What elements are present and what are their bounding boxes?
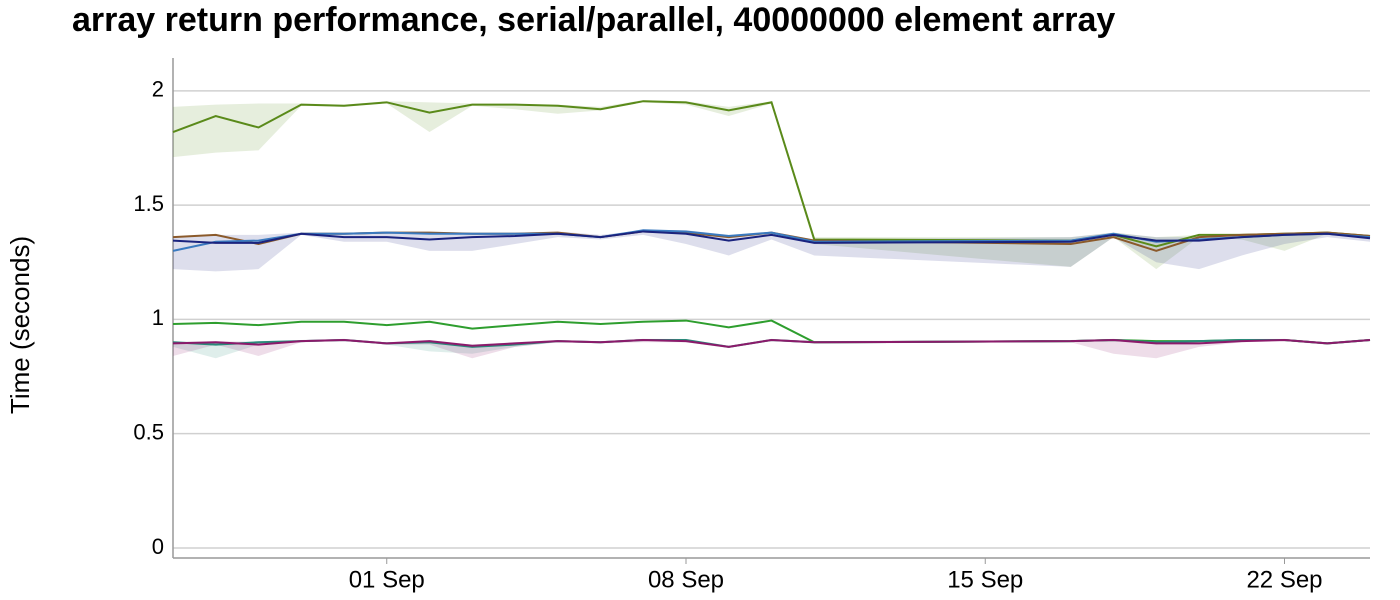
y-axis-label: Time (seconds) [5, 236, 35, 414]
range-band [173, 338, 1370, 359]
y-tick-label: 1.5 [133, 191, 164, 216]
chart-title: array return performance, serial/paralle… [72, 1, 1115, 39]
series-line [172, 230, 1371, 244]
x-tick-label: 01 Sep [349, 566, 425, 593]
y-tick-label: 2 [152, 77, 164, 102]
y-tick-label: 0 [152, 534, 164, 559]
x-tick-label: 22 Sep [1246, 566, 1322, 593]
y-tick-label: 0.5 [133, 419, 164, 444]
x-tick-label: 15 Sep [947, 566, 1023, 593]
y-tick-label: 1 [152, 305, 164, 330]
series-line [172, 338, 1371, 348]
range-band [173, 338, 1370, 359]
x-tick-label: 08 Sep [648, 566, 724, 593]
series-line [172, 100, 1371, 248]
